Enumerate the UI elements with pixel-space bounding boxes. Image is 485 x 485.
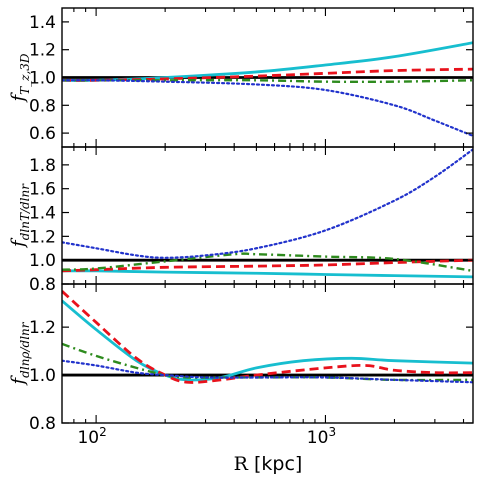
x-axis-label-prefix: R bbox=[234, 453, 249, 475]
y-tick-label: 1.0 bbox=[29, 69, 56, 89]
y-axis-label-subscript: dlnρ/dlnr bbox=[18, 321, 32, 378]
y-tick-label: 1.8 bbox=[29, 156, 56, 176]
y-tick-label: 1.4 bbox=[29, 204, 56, 224]
x-tick-label-exponent: 3 bbox=[328, 425, 336, 439]
series-group bbox=[62, 41, 473, 137]
series-line-green-dashdot bbox=[62, 252, 473, 273]
y-tick-label: 0.8 bbox=[29, 275, 56, 295]
y-axis-label-subscript: dlnT/dlnr bbox=[18, 183, 32, 241]
x-tick-label-base: 10 bbox=[77, 428, 99, 448]
x-tick-labels: 102 103 bbox=[77, 425, 336, 448]
y-axis-label: fdlnT/dlnr bbox=[8, 183, 32, 249]
panel-frame bbox=[61, 283, 474, 424]
panel-frame bbox=[61, 146, 474, 285]
y-axis-label: fdlnρ/dlnr bbox=[8, 321, 32, 386]
series-group bbox=[62, 290, 473, 384]
y-tick-label: 0.8 bbox=[29, 414, 56, 434]
y-tick-label: 1.2 bbox=[29, 41, 56, 61]
y-tick-label: 1.0 bbox=[29, 251, 56, 271]
series-line-cyan-solid bbox=[62, 299, 473, 382]
y-tick-label: 1.2 bbox=[29, 227, 56, 247]
series-line-cyan-solid bbox=[62, 269, 473, 279]
series-group bbox=[62, 148, 473, 279]
y-axis-label: fT_z,3D bbox=[8, 53, 32, 103]
x-tick-label: 102 bbox=[77, 425, 106, 448]
panels-group: 0.60.81.01.21.4fT_z,3D0.81.01.21.41.61.8… bbox=[8, 7, 474, 448]
x-tick-label-base: 10 bbox=[307, 428, 329, 448]
series-line-cyan-solid bbox=[62, 41, 473, 82]
y-tick-label: 1.4 bbox=[29, 13, 56, 33]
x-tick-label-exponent: 2 bbox=[99, 425, 107, 439]
x-axis-label-unit: [kpc] bbox=[254, 453, 302, 475]
y-tick-label: 1.2 bbox=[29, 318, 56, 338]
x-tick-label: 103 bbox=[307, 425, 336, 448]
series-line-red-dashed bbox=[62, 258, 473, 273]
panel-middle: 0.8 1.0 1.2 1.4 1.6 1.8 fdlnT/dlnr bbox=[8, 146, 474, 295]
y-tick-label: 0.6 bbox=[29, 124, 56, 144]
y-tick-label: 1.0 bbox=[29, 366, 56, 386]
panel-top: 0.6 0.8 1.0 1.2 1.4 fT_z,3D bbox=[8, 7, 474, 148]
series-line-blue-dotted bbox=[62, 79, 473, 137]
series-line-red-dashed bbox=[62, 290, 473, 384]
y-axis-label-subscript: T_z,3D bbox=[18, 53, 32, 95]
series-line-blue-dotted bbox=[62, 148, 473, 259]
series-line-blue-dotted bbox=[62, 359, 473, 384]
y-tick-label: 1.6 bbox=[29, 180, 56, 200]
x-axis-label: R [kpc] bbox=[234, 453, 303, 475]
y-tick-label: 0.8 bbox=[29, 96, 56, 116]
